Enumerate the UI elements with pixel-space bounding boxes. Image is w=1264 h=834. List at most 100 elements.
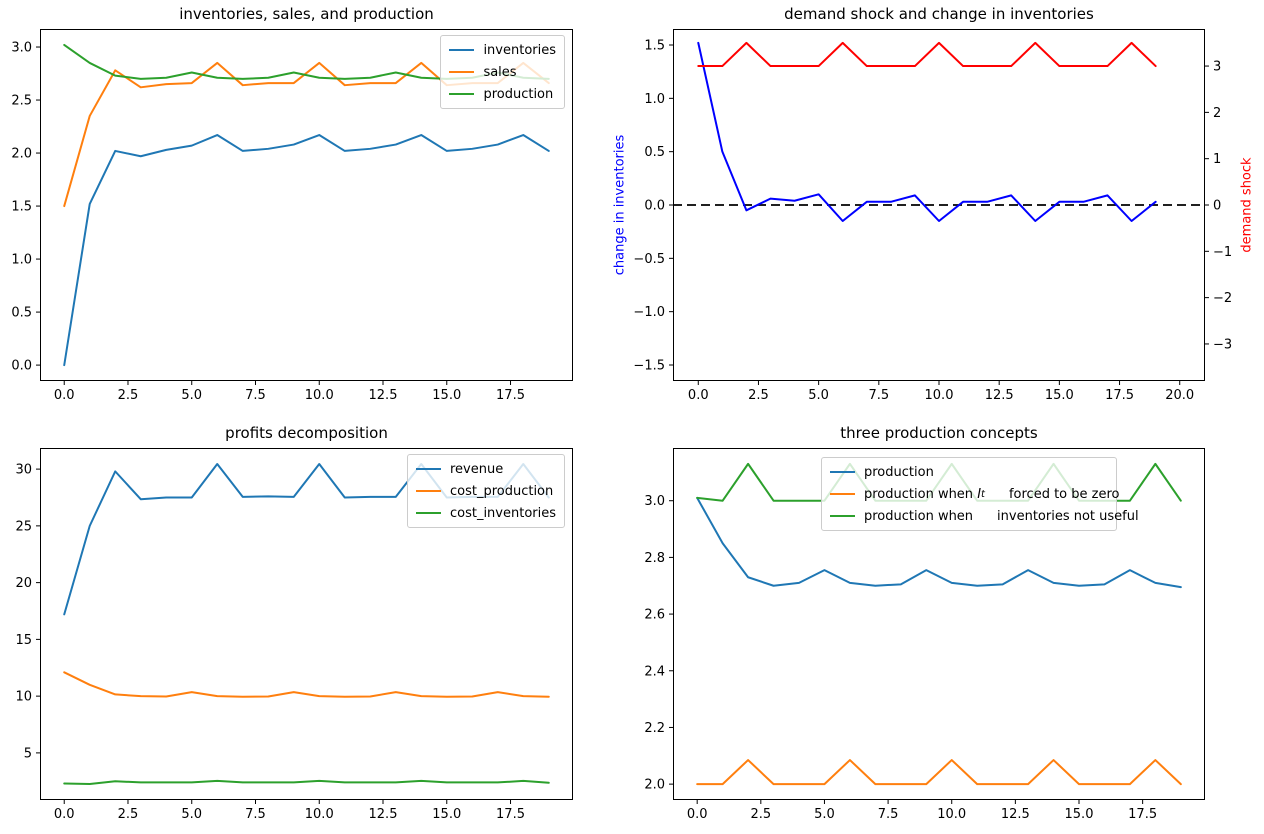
x-tick-label: 10.0 — [925, 388, 954, 403]
x-tick-label: 2.5 — [118, 388, 139, 403]
y-tick-label: 2.2 — [644, 721, 665, 736]
x-tick-label: 10.0 — [937, 807, 966, 822]
series-line — [63, 671, 550, 698]
legend-label: forced to be zero — [1008, 486, 1120, 502]
y-tick-label: 0.5 — [644, 145, 665, 160]
y-tick-label: 20 — [15, 576, 32, 591]
x-tick-label: 17.5 — [1105, 388, 1134, 403]
legend-label: I — [977, 486, 982, 502]
legend-label: cost_inventories — [449, 505, 556, 521]
x-tick-label: 20.0 — [1165, 388, 1194, 403]
chart-canvas: 0.0 2.5 5.0 7.5 10.0 12.5 15.0 17.5 0.0 0.5 1.0 1.5… — [11, 29, 573, 403]
chart-canvas: 0.0 2.5 5.0 7.5 10.0 12.5 15.0 17.5 20.0−1.5−1.0… — [633, 29, 1232, 403]
x-tick-label: 2.5 — [748, 388, 769, 403]
x-tick-label: 12.5 — [369, 388, 398, 403]
x-tick-label: 12.5 — [1001, 807, 1030, 822]
y2-tick-label: −2 — [1213, 291, 1232, 306]
x-tick-label: 7.5 — [245, 388, 266, 403]
ylabel-demand-shock: demand shock — [1239, 157, 1255, 253]
series-line — [696, 496, 1182, 589]
x-tick-label: 15.0 — [1065, 807, 1094, 822]
legend-line-swatch — [415, 468, 441, 470]
legend-line-swatch — [415, 490, 441, 492]
legend-label: sales — [483, 64, 517, 80]
legend-label: inventories not useful — [997, 508, 1139, 524]
x-tick-label: 17.5 — [496, 807, 525, 822]
legend: revenue cost_production cost_inventories — [406, 454, 565, 528]
x-tick-label: 12.5 — [369, 807, 398, 822]
legend-item: revenue — [415, 458, 556, 480]
y-tick-label: 2.0 — [11, 147, 32, 162]
chart-title-demand-shock: demand shock and change in inventories — [784, 5, 1094, 23]
x-tick-label: 5.0 — [808, 388, 829, 403]
legend-label: production — [864, 464, 934, 480]
legend-item: cost_inventories — [415, 502, 556, 524]
legend-item: sales — [449, 61, 556, 83]
y2-tick-label: −1 — [1213, 245, 1232, 260]
chart-canvas: 0.0 2.5 5.0 7.5 10.0 12.5 15.0 17.5 2.0 2.2 2.4 2.6… — [644, 448, 1205, 822]
ylabel-change-in-inventories: change in inventories — [612, 134, 628, 276]
x-tick-label: 2.5 — [750, 807, 771, 822]
chart-title-inventories-sales-production: inventories, sales, and production — [179, 5, 434, 23]
legend-label: production when — [864, 508, 974, 524]
legend-line-swatch — [415, 512, 441, 514]
legend-label: cost_production — [449, 483, 554, 499]
series-line — [696, 759, 1182, 786]
x-tick-label: 7.5 — [868, 388, 889, 403]
legend-line-swatch — [830, 471, 855, 473]
legend-label: production when — [864, 486, 978, 502]
x-tick-label: 17.5 — [1128, 807, 1157, 822]
series-line — [697, 41, 1157, 222]
axes-demand-shock-change-in-inventories: 0.0 2.5 5.0 7.5 10.0 12.5 15.0 17.5 20.0 −1.5 −1.0… — [633, 29, 1232, 403]
y-tick-label: 0.5 — [11, 306, 32, 321]
legend-line-swatch — [830, 515, 855, 517]
y-tick-label: 1.0 — [644, 92, 665, 107]
x-tick-label: 0.0 — [54, 388, 75, 403]
legend-item: production — [449, 83, 556, 105]
y-tick-label: 30 — [15, 463, 32, 478]
y-tick-label: 1.0 — [11, 253, 32, 268]
y-tick-label: 2.6 — [644, 608, 665, 623]
chart-title-three-production-concepts: three production concepts — [840, 424, 1038, 442]
legend-item: production when inventories not useful — [830, 505, 1139, 527]
y-tick-label: 2.4 — [644, 664, 665, 679]
y2-tick-label: −3 — [1213, 337, 1232, 352]
x-tick-label: 7.5 — [245, 807, 266, 822]
legend-line-swatch — [449, 93, 475, 95]
legend-label: revenue — [449, 461, 504, 477]
x-tick-label: 10.0 — [305, 388, 334, 403]
axes-three-production-concepts: 0.0 2.5 5.0 7.5 10.0 12.5 15.0 17.5 2.0 2.2 2.4 2.6… — [644, 448, 1205, 822]
y-tick-label: 1.5 — [11, 200, 32, 215]
x-tick-label: 10.0 — [305, 807, 334, 822]
x-tick-label: 0.0 — [54, 807, 75, 822]
legend-item: inventories — [449, 39, 556, 61]
y-tick-label: 2.5 — [11, 94, 32, 109]
legend-label: inventories — [483, 42, 556, 58]
y2-tick-label: 1 — [1213, 152, 1221, 167]
legend-line-swatch — [449, 71, 475, 73]
axes-inventories-sales-production: 0.0 2.5 5.0 7.5 10.0 12.5 15.0 17.5 0.0 0.5 1.0 1.5… — [11, 29, 573, 403]
y-tick-label: 5 — [24, 746, 32, 761]
y-tick-label: 1.5 — [644, 39, 665, 54]
x-tick-label: 12.5 — [985, 388, 1014, 403]
x-tick-label: 15.0 — [432, 807, 461, 822]
x-tick-label: 2.5 — [118, 807, 139, 822]
series-line — [63, 779, 550, 785]
x-tick-label: 5.0 — [181, 807, 202, 822]
axes-profits-decomposition: 0.0 2.5 5.0 7.5 10.0 12.5 15.0 17.5 5 10 15 20 25 30 r… — [15, 448, 573, 822]
x-tick-label: 0.0 — [688, 388, 709, 403]
legend-label: t — [981, 488, 985, 500]
x-tick-label: 7.5 — [878, 807, 899, 822]
legend-item: cost_production — [415, 480, 556, 502]
legend-label: production — [483, 86, 554, 102]
y2-tick-label: 2 — [1213, 106, 1221, 121]
x-tick-label: 5.0 — [814, 807, 835, 822]
y-tick-label: 0.0 — [11, 359, 32, 374]
x-tick-label: 17.5 — [496, 388, 525, 403]
series-line — [697, 41, 1157, 68]
y2-tick-label: 3 — [1213, 60, 1221, 75]
x-tick-label: 15.0 — [1045, 388, 1074, 403]
y-tick-label: 10 — [15, 690, 32, 705]
y-tick-label: 15 — [15, 633, 32, 648]
